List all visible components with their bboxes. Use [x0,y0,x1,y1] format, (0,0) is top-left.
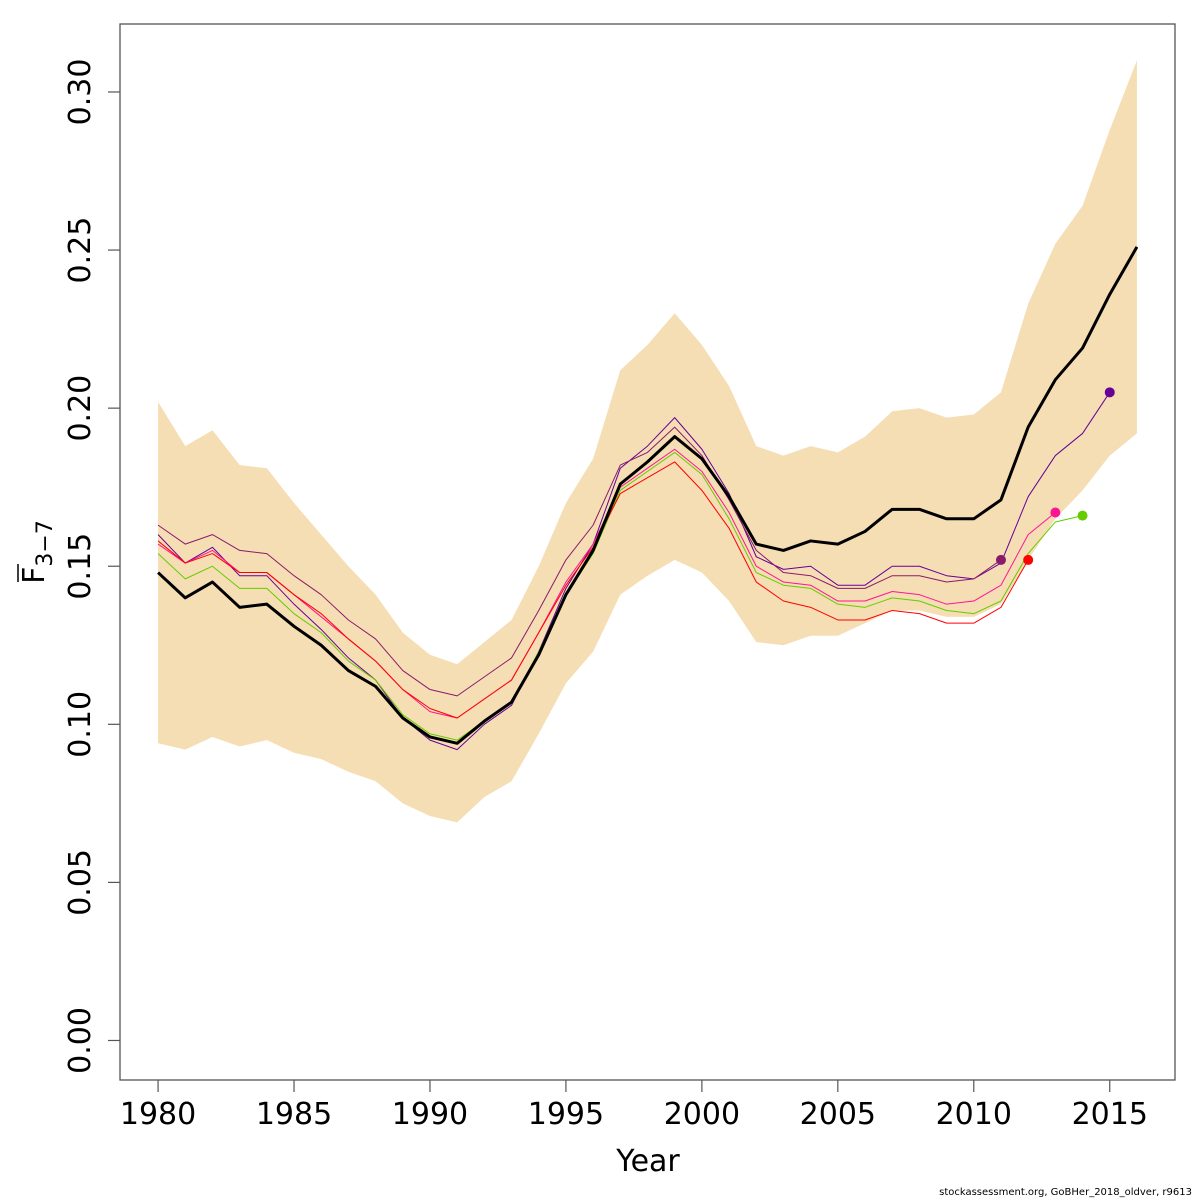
y-tick-label: 0.00 [63,1007,98,1074]
y-tick-label: 0.20 [63,375,98,442]
svg-text:F3−7: F3−7 [17,520,58,584]
series-end-point-2 [1077,510,1088,521]
x-tick-label: 1985 [256,1097,332,1132]
series-line-0 [157,246,1139,745]
y-tick-label: 0.10 [63,691,98,758]
y-axis-title-sub: 3−7 [33,520,58,566]
y-tick-label: 0.30 [63,59,98,126]
y-tick-label: 0.15 [63,533,98,600]
x-tick-label: 1995 [528,1097,604,1132]
series-line-5 [157,426,1002,697]
series-end-point-4 [1023,554,1034,565]
x-tick-label: 2015 [1072,1097,1148,1132]
series-line-1 [157,392,1111,751]
x-tick-label: 2005 [800,1097,876,1132]
x-tick-label: 1990 [392,1097,468,1132]
footer-credit: stockassessment.org, GoBHer_2018_oldver,… [939,1187,1192,1198]
series-end-point-1 [1104,387,1115,398]
y-tick-label: 0.05 [63,849,98,916]
x-tick-label: 2010 [936,1097,1012,1132]
series-end-point-3 [1050,507,1061,518]
x-tick-label: 2000 [664,1097,740,1132]
x-axis-title: Year [615,1144,680,1179]
x-axis: 1980 1985 1990 1995 2000 2005 2010 2015 [120,1080,1148,1132]
y-axis-title: F3−7 [17,520,58,584]
y-tick-label: 0.25 [63,217,98,284]
series-layer [157,246,1139,751]
x-tick-label: 1980 [120,1097,196,1132]
plot-frame [119,23,1176,1081]
confidence-band-layer [158,60,1137,823]
y-axis-title-main: F [17,567,52,584]
series-line-2 [157,451,1083,741]
series-end-point-5 [995,554,1006,565]
y-axis: 0.00 0.05 0.10 0.15 0.20 0.25 0.30 [63,59,120,1074]
confidence-band [158,60,1137,823]
marker-layer [995,387,1115,565]
